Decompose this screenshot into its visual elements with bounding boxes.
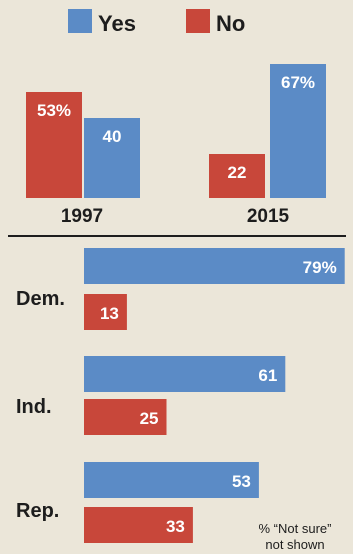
category-label-1997: 1997: [61, 206, 103, 227]
legend-swatch-no: [186, 9, 210, 33]
bar-yes-1997: [84, 118, 140, 198]
not-sure-note: % “Not sure”not shown: [259, 521, 332, 552]
category-label-2015: 2015: [247, 206, 290, 227]
bar-no-rep: [84, 507, 193, 543]
data-label-no-rep: 33: [166, 517, 185, 536]
data-label-no-dem: 13: [100, 304, 119, 323]
category-label-dem: Dem.: [16, 288, 65, 310]
category-label-ind: Ind.: [16, 396, 52, 418]
note-line-2: not shown: [265, 537, 324, 552]
data-label-yes-1997: 40: [103, 127, 122, 146]
bar-no-ind: [84, 399, 167, 435]
data-label-yes-2015: 67%: [281, 73, 315, 92]
bar-yes-2015: [270, 64, 326, 198]
bar-no-2015: [209, 154, 265, 198]
party-breakdown-chart: 79% 13 Dem. 61 25 Ind. 53 33 Rep.: [16, 248, 345, 543]
data-label-no-1997: 53%: [37, 101, 71, 120]
bar-yes-rep: [84, 462, 259, 498]
legend-swatch-yes: [68, 9, 92, 33]
bar-no-dem: [84, 294, 127, 330]
category-label-rep: Rep.: [16, 500, 59, 522]
data-label-no-2015: 22: [228, 163, 247, 182]
bar-no-1997: [26, 92, 82, 198]
legend-label-yes: Yes: [98, 11, 136, 36]
year-comparison-chart: 53% 40 1997 22 67% 2015: [26, 64, 326, 227]
data-label-yes-dem: 79%: [303, 258, 337, 277]
data-label-yes-rep: 53: [232, 472, 251, 491]
bar-yes-ind: [84, 356, 286, 392]
legend-label-no: No: [216, 11, 245, 36]
legend: Yes No: [68, 9, 245, 36]
data-label-no-ind: 25: [140, 409, 159, 428]
note-line-1: % “Not sure”: [259, 521, 332, 536]
bar-yes-dem: [84, 248, 345, 284]
data-label-yes-ind: 61: [258, 366, 277, 385]
